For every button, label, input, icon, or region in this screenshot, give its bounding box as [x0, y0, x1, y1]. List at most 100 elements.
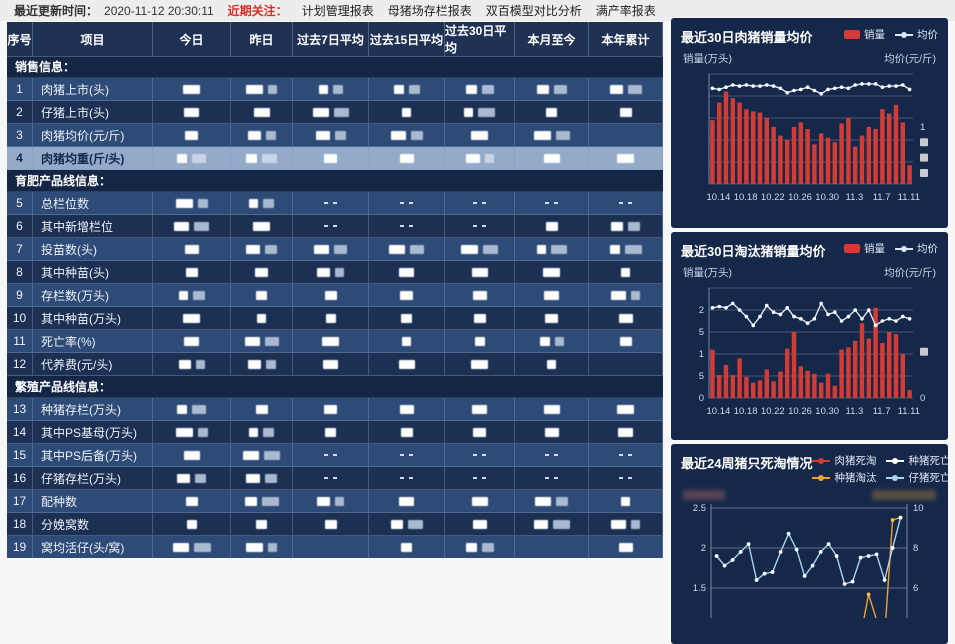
- redacted-value-cell: [515, 444, 589, 467]
- table-row[interactable]: 16 仔猪存栏(万头): [7, 467, 663, 490]
- redacted-value-cell: [231, 78, 293, 101]
- row-index: 18: [7, 513, 33, 536]
- redacted-value-cell: [515, 353, 589, 376]
- redacted-value-cell: [589, 490, 663, 513]
- redacted-value-cell: [369, 398, 445, 421]
- redacted-value-cell: [589, 444, 663, 467]
- svg-text:1: 1: [699, 349, 704, 360]
- table-row[interactable]: 1 肉猪上市(头): [7, 78, 663, 101]
- table-row[interactable]: 19 窝均活仔(头/窝): [7, 536, 663, 558]
- table-header-cell: 项目: [33, 22, 153, 57]
- redacted-value-cell: [515, 147, 589, 170]
- redacted-value-cell: [231, 330, 293, 353]
- redacted-value-cell: [589, 467, 663, 490]
- table-row[interactable]: 4 肉猪均重(斤/头): [7, 147, 663, 170]
- row-index: 14: [7, 421, 33, 444]
- redacted-value-cell: [445, 101, 515, 124]
- table-row[interactable]: 18 分娩窝数: [7, 513, 663, 536]
- redacted-value-cell: [231, 101, 293, 124]
- row-index: 13: [7, 398, 33, 421]
- redacted-value-cell: [589, 147, 663, 170]
- row-label: 其中种苗(头): [33, 261, 153, 284]
- redacted-value-cell: [515, 78, 589, 101]
- redacted-value-cell: [589, 192, 663, 215]
- redacted-value-cell: [293, 490, 369, 513]
- redacted-value-cell: [515, 261, 589, 284]
- table-row[interactable]: 9 存栏数(万头): [7, 284, 663, 307]
- redacted-value-cell: [293, 215, 369, 238]
- chart-title: 最近30日肉猪销量均价: [681, 30, 813, 45]
- row-label: 肉猪上市(头): [33, 78, 153, 101]
- legend-item-3[interactable]: 仔猪死亡: [886, 470, 948, 485]
- svg-text:10.26: 10.26: [788, 406, 812, 417]
- redacted-value-cell: [445, 398, 515, 421]
- legend-item-avg-price[interactable]: 均价: [895, 27, 938, 42]
- redacted-value-cell: [589, 398, 663, 421]
- table-row[interactable]: 5 总栏位数: [7, 192, 663, 215]
- table-row[interactable]: 3 肉猪均价(元/斤): [7, 124, 663, 147]
- legend-item-0[interactable]: 肉猪死淘: [812, 453, 876, 468]
- redacted-value-cell: [293, 147, 369, 170]
- table-header-cell: 过去30日平均: [445, 22, 515, 57]
- right-axis-unit: 均价(元/斤): [884, 267, 936, 279]
- recent-focus-label: 近期关注：: [227, 4, 288, 18]
- redacted-value-cell: [589, 421, 663, 444]
- redacted-value-cell: [293, 536, 369, 558]
- left-axis-unit-redacted: [683, 490, 725, 500]
- svg-text:5: 5: [699, 327, 704, 338]
- table-row[interactable]: 11 死亡率(%): [7, 330, 663, 353]
- redacted-value-cell: [293, 124, 369, 147]
- table-row[interactable]: 2 仔猪上市(头): [7, 101, 663, 124]
- legend-item-2[interactable]: 种猪淘汰: [812, 470, 876, 485]
- redacted-value-cell: [293, 238, 369, 261]
- table-row[interactable]: 17 配种数: [7, 490, 663, 513]
- chart-panel-cull-sales: 最近30日淘汰猪销量均价 销量 均价 销量(万头) 均价(元/斤) 10.14 1…: [671, 232, 948, 440]
- redacted-value-cell: [515, 101, 589, 124]
- combo-chart: 10.14 10.18 10.22 10.26 10.30 11.3 11.7 11.1105…: [699, 287, 928, 417]
- line-dot-swatch-icon: [812, 473, 831, 482]
- redacted-value-cell: [153, 444, 231, 467]
- table-row[interactable]: 6 其中新增栏位: [7, 215, 663, 238]
- table-row[interactable]: 12 代养费(元/头): [7, 353, 663, 376]
- menu-item-sow-farm-report[interactable]: 母猪场存栏报表: [387, 4, 472, 18]
- svg-text:10.22: 10.22: [761, 406, 785, 417]
- legend-item-sales[interactable]: 销量: [844, 27, 885, 42]
- redacted-value-cell: [589, 215, 663, 238]
- topbar: 最近更新时间： 2020-11-12 20:30:11 近期关注： 计划管理报表…: [0, 0, 955, 21]
- redacted-value-cell: [293, 398, 369, 421]
- table-row[interactable]: 8 其中种苗(头): [7, 261, 663, 284]
- table-row[interactable]: 13 种猪存栏(万头): [7, 398, 663, 421]
- chart-title: 最近24周猪只死淘情况: [681, 456, 813, 471]
- menu-item-model-compare[interactable]: 双百模型对比分析: [485, 4, 582, 18]
- menu-item-plan-report[interactable]: 计划管理报表: [301, 4, 374, 18]
- redacted-value-cell: [231, 444, 293, 467]
- menu-item-capacity-report[interactable]: 满产率报表: [595, 4, 656, 18]
- row-index: 17: [7, 490, 33, 513]
- chart-panel-pig-sales: 最近30日肉猪销量均价 销量 均价 销量(万头) 均价(元/斤) 10.14 10…: [671, 18, 948, 228]
- table-header-row: 序号 项目 今日 昨日 过去7日平均 过去15日平均 过去30日平均 本月至今 本年累计: [7, 22, 663, 57]
- redacted-value-cell: [369, 78, 445, 101]
- legend-item-sales[interactable]: 销量: [844, 241, 885, 256]
- redacted-value-cell: [445, 490, 515, 513]
- table-row[interactable]: 7 投苗数(头): [7, 238, 663, 261]
- svg-text:11.11: 11.11: [898, 406, 920, 417]
- svg-text:2: 2: [699, 305, 704, 316]
- row-label: 其中种苗(万头): [33, 307, 153, 330]
- table-row[interactable]: 10 其中种苗(万头): [7, 307, 663, 330]
- row-label: 其中PS基母(万头): [33, 421, 153, 444]
- legend-item-avg-price[interactable]: 均价: [895, 241, 938, 256]
- redacted-value-cell: [231, 467, 293, 490]
- redacted-value-cell: [445, 444, 515, 467]
- svg-text:11.11: 11.11: [898, 192, 920, 203]
- svg-text:2.5: 2.5: [693, 503, 706, 514]
- legend-item-1[interactable]: 种猪死亡: [886, 453, 948, 468]
- chart-panel-death-cull: 最近24周猪只死淘情况 肉猪死淘 种猪死亡 种猪淘汰 仔猪死亡 2.5 10 2 8 1…: [671, 444, 948, 644]
- redacted-value-cell: [231, 192, 293, 215]
- redacted-value-cell: [153, 353, 231, 376]
- row-index: 9: [7, 284, 33, 307]
- redacted-value-cell: [293, 421, 369, 444]
- svg-text:11.3: 11.3: [846, 192, 864, 203]
- table-row[interactable]: 15 其中PS后备(万头): [7, 444, 663, 467]
- redacted-value-cell: [589, 353, 663, 376]
- table-row[interactable]: 14 其中PS基母(万头): [7, 421, 663, 444]
